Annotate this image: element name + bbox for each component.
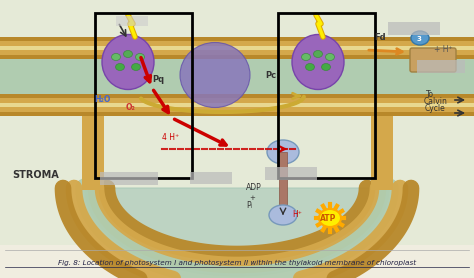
Ellipse shape: [313, 51, 322, 58]
Polygon shape: [0, 41, 474, 46]
FancyBboxPatch shape: [116, 16, 148, 26]
FancyBboxPatch shape: [410, 48, 456, 72]
Text: ADP: ADP: [246, 183, 262, 192]
Ellipse shape: [321, 63, 330, 71]
Bar: [371, 94, 393, 190]
Ellipse shape: [269, 205, 297, 225]
Ellipse shape: [326, 53, 335, 61]
Ellipse shape: [102, 34, 154, 90]
Text: ATP: ATP: [320, 214, 337, 223]
Bar: [82, 94, 104, 190]
Ellipse shape: [124, 51, 133, 58]
Ellipse shape: [306, 63, 315, 71]
Text: Pᵢ: Pᵢ: [246, 201, 252, 210]
FancyBboxPatch shape: [190, 172, 232, 184]
Text: H⁺: H⁺: [292, 210, 302, 219]
Text: 4 H⁺: 4 H⁺: [162, 133, 179, 142]
Polygon shape: [0, 94, 474, 98]
Bar: [278, 13, 375, 178]
FancyBboxPatch shape: [265, 167, 317, 180]
Polygon shape: [0, 59, 474, 94]
Ellipse shape: [131, 63, 140, 71]
Ellipse shape: [411, 31, 429, 45]
Polygon shape: [0, 103, 474, 107]
Ellipse shape: [180, 43, 250, 108]
Text: +: +: [249, 195, 255, 201]
Text: 3: 3: [417, 36, 422, 42]
Ellipse shape: [136, 53, 145, 61]
Ellipse shape: [319, 209, 341, 227]
FancyBboxPatch shape: [100, 172, 158, 185]
Bar: [0, 0, 474, 245]
Text: STROMA: STROMA: [12, 170, 59, 180]
Ellipse shape: [267, 140, 299, 164]
Ellipse shape: [116, 63, 125, 71]
Polygon shape: [0, 50, 474, 54]
Bar: [279, 152, 287, 210]
Text: Cycle: Cycle: [425, 104, 446, 113]
Text: Calvin: Calvin: [424, 97, 448, 106]
Polygon shape: [0, 54, 474, 59]
FancyBboxPatch shape: [388, 22, 440, 35]
Ellipse shape: [301, 53, 310, 61]
Text: To: To: [426, 90, 434, 99]
Polygon shape: [85, 188, 389, 276]
Polygon shape: [0, 46, 474, 50]
FancyBboxPatch shape: [417, 60, 465, 73]
Ellipse shape: [292, 34, 344, 90]
Text: Fd: Fd: [374, 33, 386, 42]
Polygon shape: [0, 98, 474, 103]
Ellipse shape: [111, 53, 120, 61]
Text: H₂O: H₂O: [94, 95, 110, 104]
Text: Fig. 8: Location of photosystem I and photosystem II within the thylakoid membra: Fig. 8: Location of photosystem I and ph…: [58, 260, 416, 266]
Polygon shape: [0, 37, 474, 41]
Polygon shape: [0, 111, 474, 116]
Text: Pq: Pq: [152, 75, 164, 84]
Text: Pc: Pc: [265, 71, 276, 80]
Bar: [95, 13, 192, 178]
Text: + H⁺: + H⁺: [434, 45, 453, 54]
Polygon shape: [0, 107, 474, 111]
Text: O₂: O₂: [126, 103, 136, 112]
